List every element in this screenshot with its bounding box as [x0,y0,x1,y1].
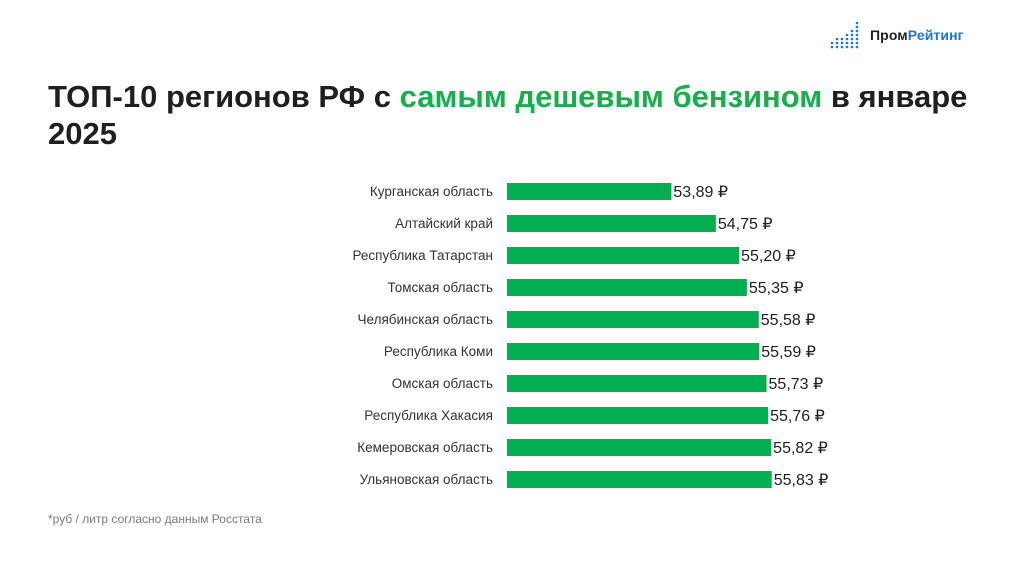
value-label: 55,83 ₽ [774,472,829,489]
category-label: Томская область [388,280,494,295]
value-label: 55,20 ₽ [741,248,796,265]
category-label: Республика Татарстан [352,248,493,263]
value-label: 55,59 ₽ [761,344,816,361]
value-label: 55,35 ₽ [749,280,804,297]
bar [507,471,772,488]
bar [507,407,769,424]
category-label: Курганская область [370,184,493,199]
bar [507,247,740,264]
dots-bar-icon [830,21,859,49]
page-title: ТОП-10 регионов РФ с самым дешевым бензи… [48,78,978,152]
footnote: *руб / литр согласно данным Росстата [48,512,262,526]
category-label: Республика Хакасия [364,408,493,423]
bar [507,375,767,392]
category-label: Алтайский край [395,216,493,231]
promrating-logo: ПромРейтинг [830,20,964,50]
logo-text: ПромРейтинг [870,27,964,43]
bar [507,343,760,360]
value-label: 53,89 ₽ [673,184,728,201]
logo-text-rating: Рейтинг [907,27,964,43]
bar [507,439,772,456]
category-label: Ульяновская область [360,472,493,487]
category-label: Кемеровская область [357,440,493,455]
bar [507,215,716,232]
title-part1: ТОП-10 регионов РФ с [48,79,400,114]
bar [507,183,672,200]
value-label: 54,75 ₽ [718,216,773,233]
category-label: Челябинская область [358,312,493,327]
bar [507,311,759,328]
value-label: 55,58 ₽ [761,312,816,329]
value-label: 55,76 ₽ [770,408,825,425]
bar [507,279,747,296]
category-label: Омская область [392,376,493,391]
title-highlight: самым дешевым бензином [399,79,823,114]
value-label: 55,73 ₽ [769,376,824,393]
logo-text-prom: Пром [870,27,908,43]
value-label: 55,82 ₽ [773,440,828,457]
title-part2: в январе 2025 [48,79,968,151]
category-label: Республика Коми [384,344,493,359]
